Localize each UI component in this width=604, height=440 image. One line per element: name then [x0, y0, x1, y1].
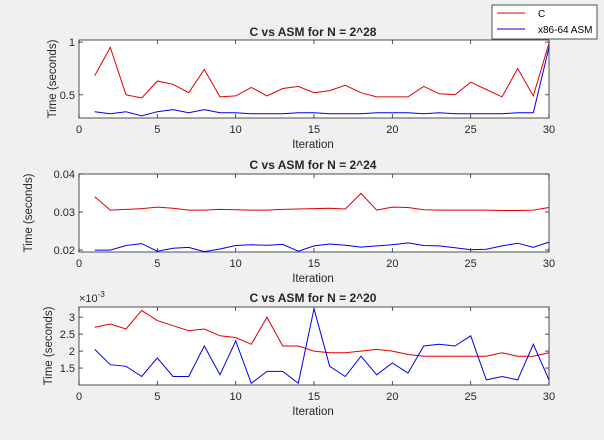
series-line-c — [94, 43, 550, 99]
x-axis-label: Iteration — [292, 273, 334, 285]
y-tick-label: 2 — [69, 346, 75, 358]
x-tick-label: 15 — [308, 258, 320, 270]
y-tick-label: 3 — [69, 312, 75, 324]
tick-group: 0 5 10 15 20 25 30 0.5 1 — [60, 37, 555, 136]
axes-title: C vs ASM for N = 2^24 — [250, 158, 377, 172]
series-line-c — [94, 309, 550, 357]
x-tick-label: 10 — [230, 124, 242, 136]
series-group — [94, 308, 550, 385]
x-tick-label: 20 — [386, 124, 398, 136]
y-tick-label: 0.04 — [54, 169, 75, 181]
x-tick-label: 15 — [308, 124, 320, 136]
series-group — [94, 43, 550, 117]
axes-title: C vs ASM for N = 2^28 — [250, 25, 377, 39]
plot-area — [78, 306, 550, 386]
x-tick-label: 30 — [543, 124, 555, 136]
x-tick-label: 5 — [154, 391, 160, 403]
x-tick-label: 0 — [76, 391, 82, 403]
y-tick-label: 2.5 — [60, 329, 75, 341]
series-line-x86-64-asm — [94, 308, 550, 385]
axes-title: C vs ASM for N = 2^20 — [250, 291, 377, 305]
y-exponent-label: ×10-3 — [79, 290, 105, 305]
legend-label-c: C — [538, 9, 545, 20]
y-tick-label: 0.5 — [60, 90, 75, 102]
axes-n-2-20[interactable]: C vs ASM for N = 2^20 ×10-3 0 5 10 15 20 25 30… — [43, 290, 555, 418]
x-tick-label: 5 — [154, 124, 160, 136]
x-tick-label: 20 — [386, 391, 398, 403]
x-tick-label: 15 — [308, 391, 320, 403]
y-axis-label: Time (seconds) — [23, 173, 35, 252]
series-group — [94, 192, 550, 253]
legend-label-asm: x86-64 ASM — [538, 25, 592, 36]
x-tick-label: 25 — [465, 391, 477, 403]
x-tick-label: 0 — [76, 124, 82, 136]
y-tick-label: 1.5 — [60, 363, 75, 375]
series-line-c — [94, 192, 550, 211]
y-axis-label: Time (seconds) — [43, 306, 55, 385]
series-line-x86-64-asm — [94, 241, 550, 253]
plot-area — [78, 173, 550, 253]
y-tick-label: 1 — [69, 37, 75, 49]
plot-area — [78, 39, 550, 119]
x-tick-label: 30 — [543, 391, 555, 403]
x-tick-label: 30 — [543, 258, 555, 270]
y-tick-label: 0.03 — [54, 207, 75, 219]
y-tick-label: 0.02 — [54, 245, 75, 257]
x-tick-label: 25 — [465, 124, 477, 136]
y-axis-label: Time (seconds) — [47, 39, 59, 118]
legend[interactable]: C x86-64 ASM — [491, 4, 598, 40]
series-line-x86-64-asm — [94, 47, 550, 117]
x-axis-label: Iteration — [292, 139, 334, 151]
x-tick-label: 20 — [386, 258, 398, 270]
tick-group: 0 5 10 15 20 25 30 0.02 0.03 0.04 — [54, 169, 556, 270]
tick-group: 0 5 10 15 20 25 30 1.5 2 2.5 3 — [60, 307, 555, 403]
axes-n-2-24[interactable]: C vs ASM for N = 2^24 0 5 10 15 20 25 30 0.02 0.… — [23, 158, 555, 285]
x-axis-label: Iteration — [292, 406, 334, 418]
x-tick-label: 0 — [76, 258, 82, 270]
x-tick-label: 5 — [154, 258, 160, 270]
axes-n-2-28[interactable]: C vs ASM for N = 2^28 0 5 10 15 20 25 30 0.5 1 I… — [47, 25, 555, 151]
x-tick-label: 25 — [465, 258, 477, 270]
x-tick-label: 10 — [230, 258, 242, 270]
x-tick-label: 10 — [230, 391, 242, 403]
